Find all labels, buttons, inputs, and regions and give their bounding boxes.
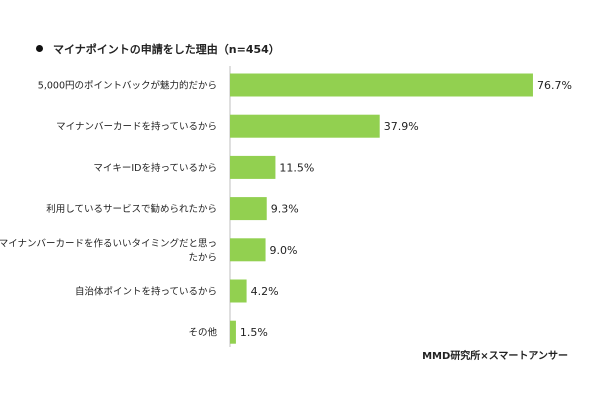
bar-value-label: 1.5%	[240, 326, 268, 339]
source-credit: MMD研究所×スマートアンサー	[422, 351, 568, 362]
bar-value-label: 4.2%	[251, 285, 279, 298]
bar	[230, 155, 276, 179]
bar	[230, 197, 267, 221]
bar-value-label: 9.3%	[271, 203, 299, 216]
bullet-icon	[36, 45, 43, 52]
category-label: 利用しているサービスで勧められたから	[46, 203, 217, 215]
category-label: 自治体ポイントを持っているから	[75, 286, 217, 298]
chart-title: マイナポイントの申請をした理由（n=454）	[36, 41, 280, 57]
category-label: その他	[188, 327, 217, 339]
bar	[230, 238, 266, 262]
category-label: 5,000円のポイントバックが魅力的だから	[38, 80, 217, 92]
category-label: マイナンバーカードを持っているから	[56, 121, 217, 133]
bar	[230, 73, 533, 97]
category-label: たから	[188, 252, 217, 263]
bar	[230, 320, 236, 344]
chart-title-text: マイナポイントの申請をした理由（n=454）	[53, 43, 280, 56]
bar	[230, 279, 247, 303]
category-label: マイナンバーカードを作るいいタイミングだと思っ	[0, 237, 217, 249]
bar-value-label: 37.9%	[384, 120, 419, 133]
bar-value-label: 76.7%	[537, 79, 572, 92]
bar	[230, 114, 380, 138]
bar-value-label: 9.0%	[270, 244, 298, 257]
bar-value-label: 11.5%	[279, 161, 314, 174]
category-label: マイキーIDを持っているから	[93, 162, 217, 174]
